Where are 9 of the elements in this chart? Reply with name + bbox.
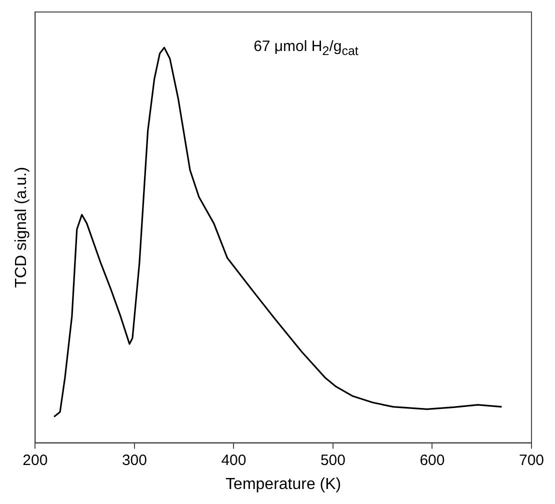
y-axis-title: TCD signal (a.u.) [13,166,30,288]
x-tick-label: 700 [518,452,544,469]
annotation: 67 μmol H$_{2}$/g$_{cat}$ [254,38,358,58]
x-axis-title: Temperature (K) [226,476,342,493]
x-tick-label: 600 [420,452,445,469]
x-tick-label: 400 [221,452,246,469]
x-tick-label: 500 [320,452,346,469]
x-tick-label: 200 [22,452,48,469]
x-tick-label: 300 [122,452,147,469]
